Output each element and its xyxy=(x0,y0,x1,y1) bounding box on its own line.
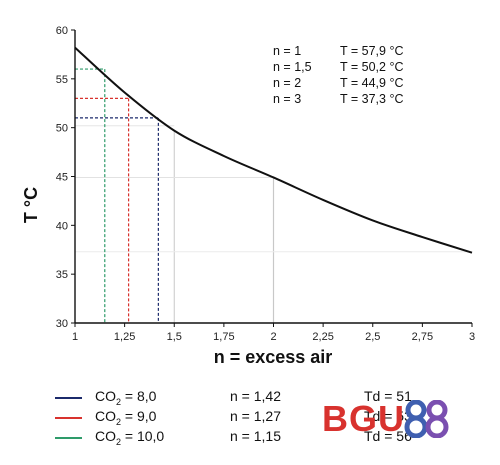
legend-swatch-red xyxy=(55,417,82,419)
annotation-n: n = 1,5 xyxy=(273,60,312,74)
x-tick-labels: 1 1,25 1,5 1,75 2 2,25 2,5 2,75 3 xyxy=(72,331,475,343)
y-tick-label: 60 xyxy=(56,25,68,37)
annotation-n: n = 1 xyxy=(273,44,301,58)
reference-lines xyxy=(75,68,159,323)
legend-n-value: n = 1,15 xyxy=(230,428,281,444)
y-tick-labels: 30 35 40 45 50 55 60 xyxy=(56,25,68,330)
temperature-curve xyxy=(74,46,473,254)
annotation-t: T = 57,9 °C xyxy=(340,44,403,58)
watermark-logo: BGU xyxy=(322,398,454,439)
legend-co2: CO2 = 8,0 xyxy=(95,388,157,407)
gridlines xyxy=(75,125,472,323)
chart: 1 1,25 1,5 1,75 2 2,25 2,5 2,75 3 30 35 40 45 50 55 60… xyxy=(21,25,475,367)
y-tick-label: 30 xyxy=(56,318,68,330)
annotation-n: n = 3 xyxy=(273,92,301,106)
x-tick-label: 2,5 xyxy=(365,331,380,343)
axes xyxy=(71,29,473,327)
y-tick-label: 45 xyxy=(56,172,68,184)
annotation-t: T = 37,3 °C xyxy=(340,92,403,106)
legend-td-value: Td = 56 xyxy=(364,428,412,444)
legend-n-value: n = 1,27 xyxy=(230,408,281,424)
annotations: n = 1 T = 57,9 °C n = 1,5 T = 50,2 °C n = 2 T… xyxy=(273,44,403,106)
legend-td-value: Td = 53 xyxy=(364,408,412,424)
x-tick-label: 1 xyxy=(72,331,78,343)
legend-row-co2-9: CO2 = 9,0 n = 1,27 Td = 53 xyxy=(55,408,455,428)
legend-n-value: n = 1,42 xyxy=(230,388,281,404)
legend-co2: CO2 = 9,0 xyxy=(95,408,157,427)
x-tick-label: 1,75 xyxy=(213,331,234,343)
legend-co2: CO2 = 10,0 xyxy=(95,428,165,447)
legend-row-co2-8: CO2 = 8,0 n = 1,42 Td = 51 xyxy=(55,388,455,408)
x-axis-title: n = excess air xyxy=(214,347,333,367)
annotation-t: T = 50,2 °C xyxy=(340,60,403,74)
annotation-n: n = 2 xyxy=(273,76,301,90)
x-tick-label: 2,25 xyxy=(312,331,333,343)
x-tick-label: 2,75 xyxy=(412,331,433,343)
watermark-88-icon xyxy=(404,400,449,438)
legend-td-value: Td = 51 xyxy=(364,388,412,404)
x-tick-label: 1,5 xyxy=(167,331,182,343)
annotation-t: T = 44,9 °C xyxy=(340,76,403,90)
y-tick-label: 35 xyxy=(56,269,68,281)
y-axis-title: T °C xyxy=(21,187,41,223)
x-tick-label: 2 xyxy=(270,331,276,343)
watermark-letters: BGU xyxy=(322,398,405,439)
x-tick-label: 1,25 xyxy=(114,331,135,343)
legend: CO2 = 8,0 n = 1,42 Td = 51 CO2 = 9,0 n =… xyxy=(55,388,455,448)
legend-row-co2-10: CO2 = 10,0 n = 1,15 Td = 56 xyxy=(55,428,455,448)
y-tick-label: 40 xyxy=(56,220,68,232)
y-tick-label: 55 xyxy=(56,74,68,86)
legend-swatch-navy xyxy=(55,397,82,399)
x-tick-label: 3 xyxy=(469,331,475,343)
legend-swatch-green xyxy=(55,437,82,439)
y-tick-label: 50 xyxy=(56,123,68,135)
